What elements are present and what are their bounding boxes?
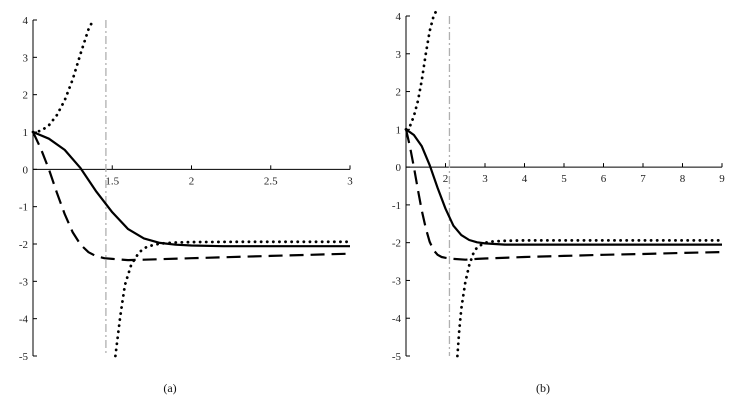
y-tick-label: -3 [392, 275, 402, 287]
x-tick-label: 4 [522, 173, 528, 185]
y-tick-label: 3 [396, 49, 402, 61]
x-tick-label: 7 [640, 173, 646, 185]
y-tick-label: -1 [392, 200, 401, 212]
y-tick-label: -1 [19, 202, 28, 214]
x-tick-label: 6 [601, 173, 607, 185]
series-line-solid-0 [405, 128, 722, 246]
y-tick-label: -2 [19, 239, 28, 251]
panel-label: (a) [163, 381, 176, 395]
series-line-dashed-1 [32, 131, 351, 262]
y-tick-label: 0 [396, 162, 402, 174]
y-tick-label: 4 [396, 11, 402, 23]
y-tick-label: -3 [19, 276, 29, 288]
series-line-dashed-1 [404, 129, 723, 261]
y-tick-label: -5 [392, 351, 402, 363]
series-line-dotted-2 [404, 10, 438, 131]
x-tick-label: 2.5 [264, 175, 278, 187]
x-tick-label: 8 [680, 173, 686, 185]
x-tick-label: 5 [561, 173, 567, 185]
y-tick-label: 2 [396, 87, 402, 99]
series-line-solid-0 [32, 130, 350, 248]
x-tick-label: 3 [347, 175, 353, 187]
y-tick-label: -4 [19, 314, 29, 326]
x-tick-label: 2 [443, 173, 449, 185]
y-tick-label: 3 [23, 52, 29, 64]
y-tick-label: 1 [396, 124, 402, 136]
x-tick-label: 3 [482, 173, 488, 185]
x-tick-label: 1.5 [105, 175, 119, 187]
y-tick-label: 0 [23, 164, 29, 176]
series-line-dotted-2 [31, 18, 95, 134]
series-line-dotted-3 [455, 238, 724, 358]
y-tick-label: -2 [392, 238, 401, 250]
series-line-dotted-3 [114, 240, 352, 358]
y-tick-label: -5 [19, 351, 29, 363]
chart-panel-a: -5 -4 -3 -2 -1 0 1 2 3 4 1.5 2 2.5 3 (a) [19, 15, 353, 395]
panel-label: (b) [536, 381, 550, 395]
y-tick-label: 1 [23, 127, 29, 139]
y-tick-label: 2 [23, 90, 29, 102]
y-tick-label: 4 [23, 15, 29, 27]
x-tick-label: 2 [189, 175, 195, 187]
chart-panel-b: -5 -4 -3 -2 -1 0 1 2 3 4 2 3 4 5 6 7 8 9 (b) [392, 10, 725, 395]
y-tick-label: -4 [392, 313, 402, 325]
x-tick-label: 9 [719, 173, 725, 185]
